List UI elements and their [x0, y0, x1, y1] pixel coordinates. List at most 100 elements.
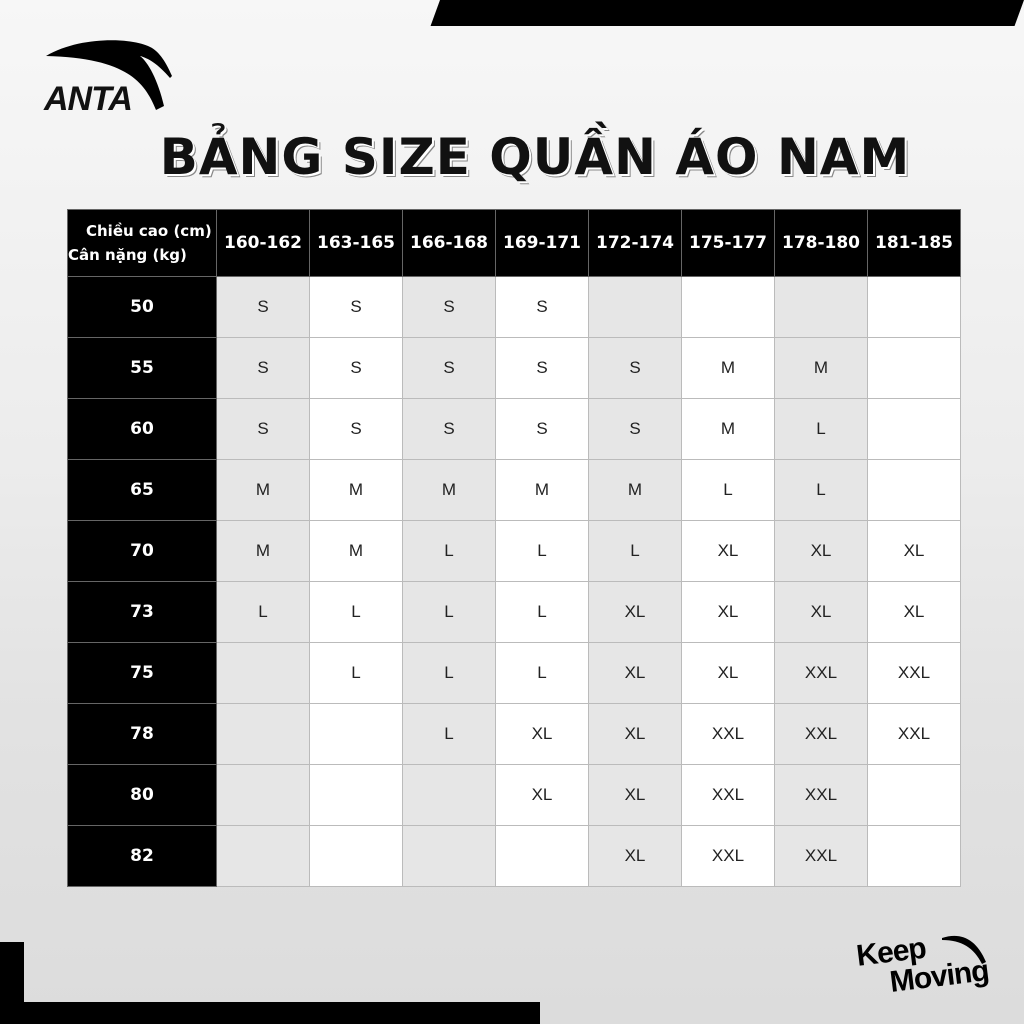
- size-cell: XL: [588, 703, 682, 765]
- size-cell: S: [402, 398, 496, 460]
- page-title: BẢNG SIZE QUẦN ÁO NAM: [159, 128, 911, 186]
- size-cell: L: [402, 520, 496, 582]
- size-cell: XL: [495, 764, 589, 826]
- size-cell: M: [309, 459, 403, 521]
- weight-header: 82: [67, 825, 217, 887]
- size-cell: XL: [774, 520, 868, 582]
- decor-bar-corner: [0, 942, 24, 1002]
- height-header: 169-171: [495, 209, 589, 277]
- weight-header: 70: [67, 520, 217, 582]
- size-cell: L: [774, 398, 868, 460]
- size-cell: [495, 825, 589, 887]
- size-cell: L: [309, 642, 403, 704]
- size-cell: L: [402, 642, 496, 704]
- height-header: 160-162: [216, 209, 310, 277]
- size-cell: L: [681, 459, 775, 521]
- weight-header: 80: [67, 764, 217, 826]
- height-header: 175-177: [681, 209, 775, 277]
- size-cell: [867, 276, 961, 338]
- size-cell: S: [402, 276, 496, 338]
- size-cell: XL: [681, 642, 775, 704]
- size-cell: S: [495, 398, 589, 460]
- size-cell: L: [495, 520, 589, 582]
- slogan: Keep Moving: [855, 926, 991, 1001]
- size-cell: XXL: [774, 825, 868, 887]
- size-cell: [309, 764, 403, 826]
- table-row: 82 XL XXL XXL: [67, 825, 961, 887]
- weight-header: 50: [67, 276, 217, 338]
- table-row: 60 S S S S S M L: [67, 398, 961, 460]
- table-row: 70 M M L L L XL XL XL: [67, 520, 961, 582]
- height-header: 181-185: [867, 209, 961, 277]
- height-header: 166-168: [402, 209, 496, 277]
- size-cell: M: [774, 337, 868, 399]
- size-cell: XL: [681, 581, 775, 643]
- decor-bar-bottom: [0, 1002, 540, 1024]
- size-cell: [216, 703, 310, 765]
- size-cell: [867, 337, 961, 399]
- size-cell: [216, 825, 310, 887]
- size-cell: S: [216, 337, 310, 399]
- weight-header: 60: [67, 398, 217, 460]
- size-cell: XL: [588, 825, 682, 887]
- size-cell: [867, 764, 961, 826]
- size-cell: L: [495, 642, 589, 704]
- size-cell: S: [309, 398, 403, 460]
- weight-header: 73: [67, 581, 217, 643]
- anta-swoosh-icon: [942, 935, 986, 964]
- size-cell: XL: [495, 703, 589, 765]
- size-cell: XXL: [867, 703, 961, 765]
- size-cell: [588, 276, 682, 338]
- size-cell: L: [495, 581, 589, 643]
- size-cell: L: [216, 581, 310, 643]
- size-cell: [309, 703, 403, 765]
- weight-header: 65: [67, 459, 217, 521]
- height-label: Chiều cao (cm): [86, 222, 212, 240]
- size-cell: S: [588, 337, 682, 399]
- table-row: 65 M M M M M L L: [67, 459, 961, 521]
- size-cell: S: [495, 337, 589, 399]
- size-cell: S: [309, 276, 403, 338]
- size-cell: XL: [588, 581, 682, 643]
- size-cell: [402, 825, 496, 887]
- size-cell: XXL: [774, 703, 868, 765]
- weight-header: 78: [67, 703, 217, 765]
- size-cell: XL: [588, 764, 682, 826]
- size-cell: XL: [774, 581, 868, 643]
- table-header-row: Chiều cao (cm) Cân nặng (kg) 160-162 163-…: [67, 209, 961, 277]
- size-cell: [402, 764, 496, 826]
- size-cell: L: [309, 581, 403, 643]
- table-row: 80 XL XL XXL XXL: [67, 764, 961, 826]
- size-cell: M: [216, 459, 310, 521]
- size-cell: [681, 276, 775, 338]
- size-cell: M: [216, 520, 310, 582]
- weight-header: 55: [67, 337, 217, 399]
- size-cell: S: [216, 276, 310, 338]
- size-cell: [867, 459, 961, 521]
- height-header: 163-165: [309, 209, 403, 277]
- size-cell: M: [309, 520, 403, 582]
- weight-label: Cân nặng (kg): [68, 246, 187, 264]
- size-cell: M: [495, 459, 589, 521]
- size-cell: XL: [867, 520, 961, 582]
- table-row: 78 L XL XL XXL XXL XXL: [67, 703, 961, 765]
- decor-bar-top: [430, 0, 1024, 26]
- size-cell: S: [588, 398, 682, 460]
- size-cell: [216, 642, 310, 704]
- size-cell: XXL: [774, 642, 868, 704]
- weight-header: 75: [67, 642, 217, 704]
- size-cell: XXL: [681, 703, 775, 765]
- size-cell: S: [216, 398, 310, 460]
- size-cell: S: [495, 276, 589, 338]
- table-corner-header: Chiều cao (cm) Cân nặng (kg): [67, 209, 217, 277]
- size-cell: XL: [681, 520, 775, 582]
- size-cell: M: [681, 398, 775, 460]
- size-cell: [309, 825, 403, 887]
- table-row: 73 L L L L XL XL XL XL: [67, 581, 961, 643]
- size-cell: [216, 764, 310, 826]
- size-cell: L: [774, 459, 868, 521]
- table-row: 75 L L L XL XL XXL XXL: [67, 642, 961, 704]
- brand-logo-text: ANTA: [44, 80, 133, 118]
- size-cell: XXL: [681, 764, 775, 826]
- size-cell: XL: [867, 581, 961, 643]
